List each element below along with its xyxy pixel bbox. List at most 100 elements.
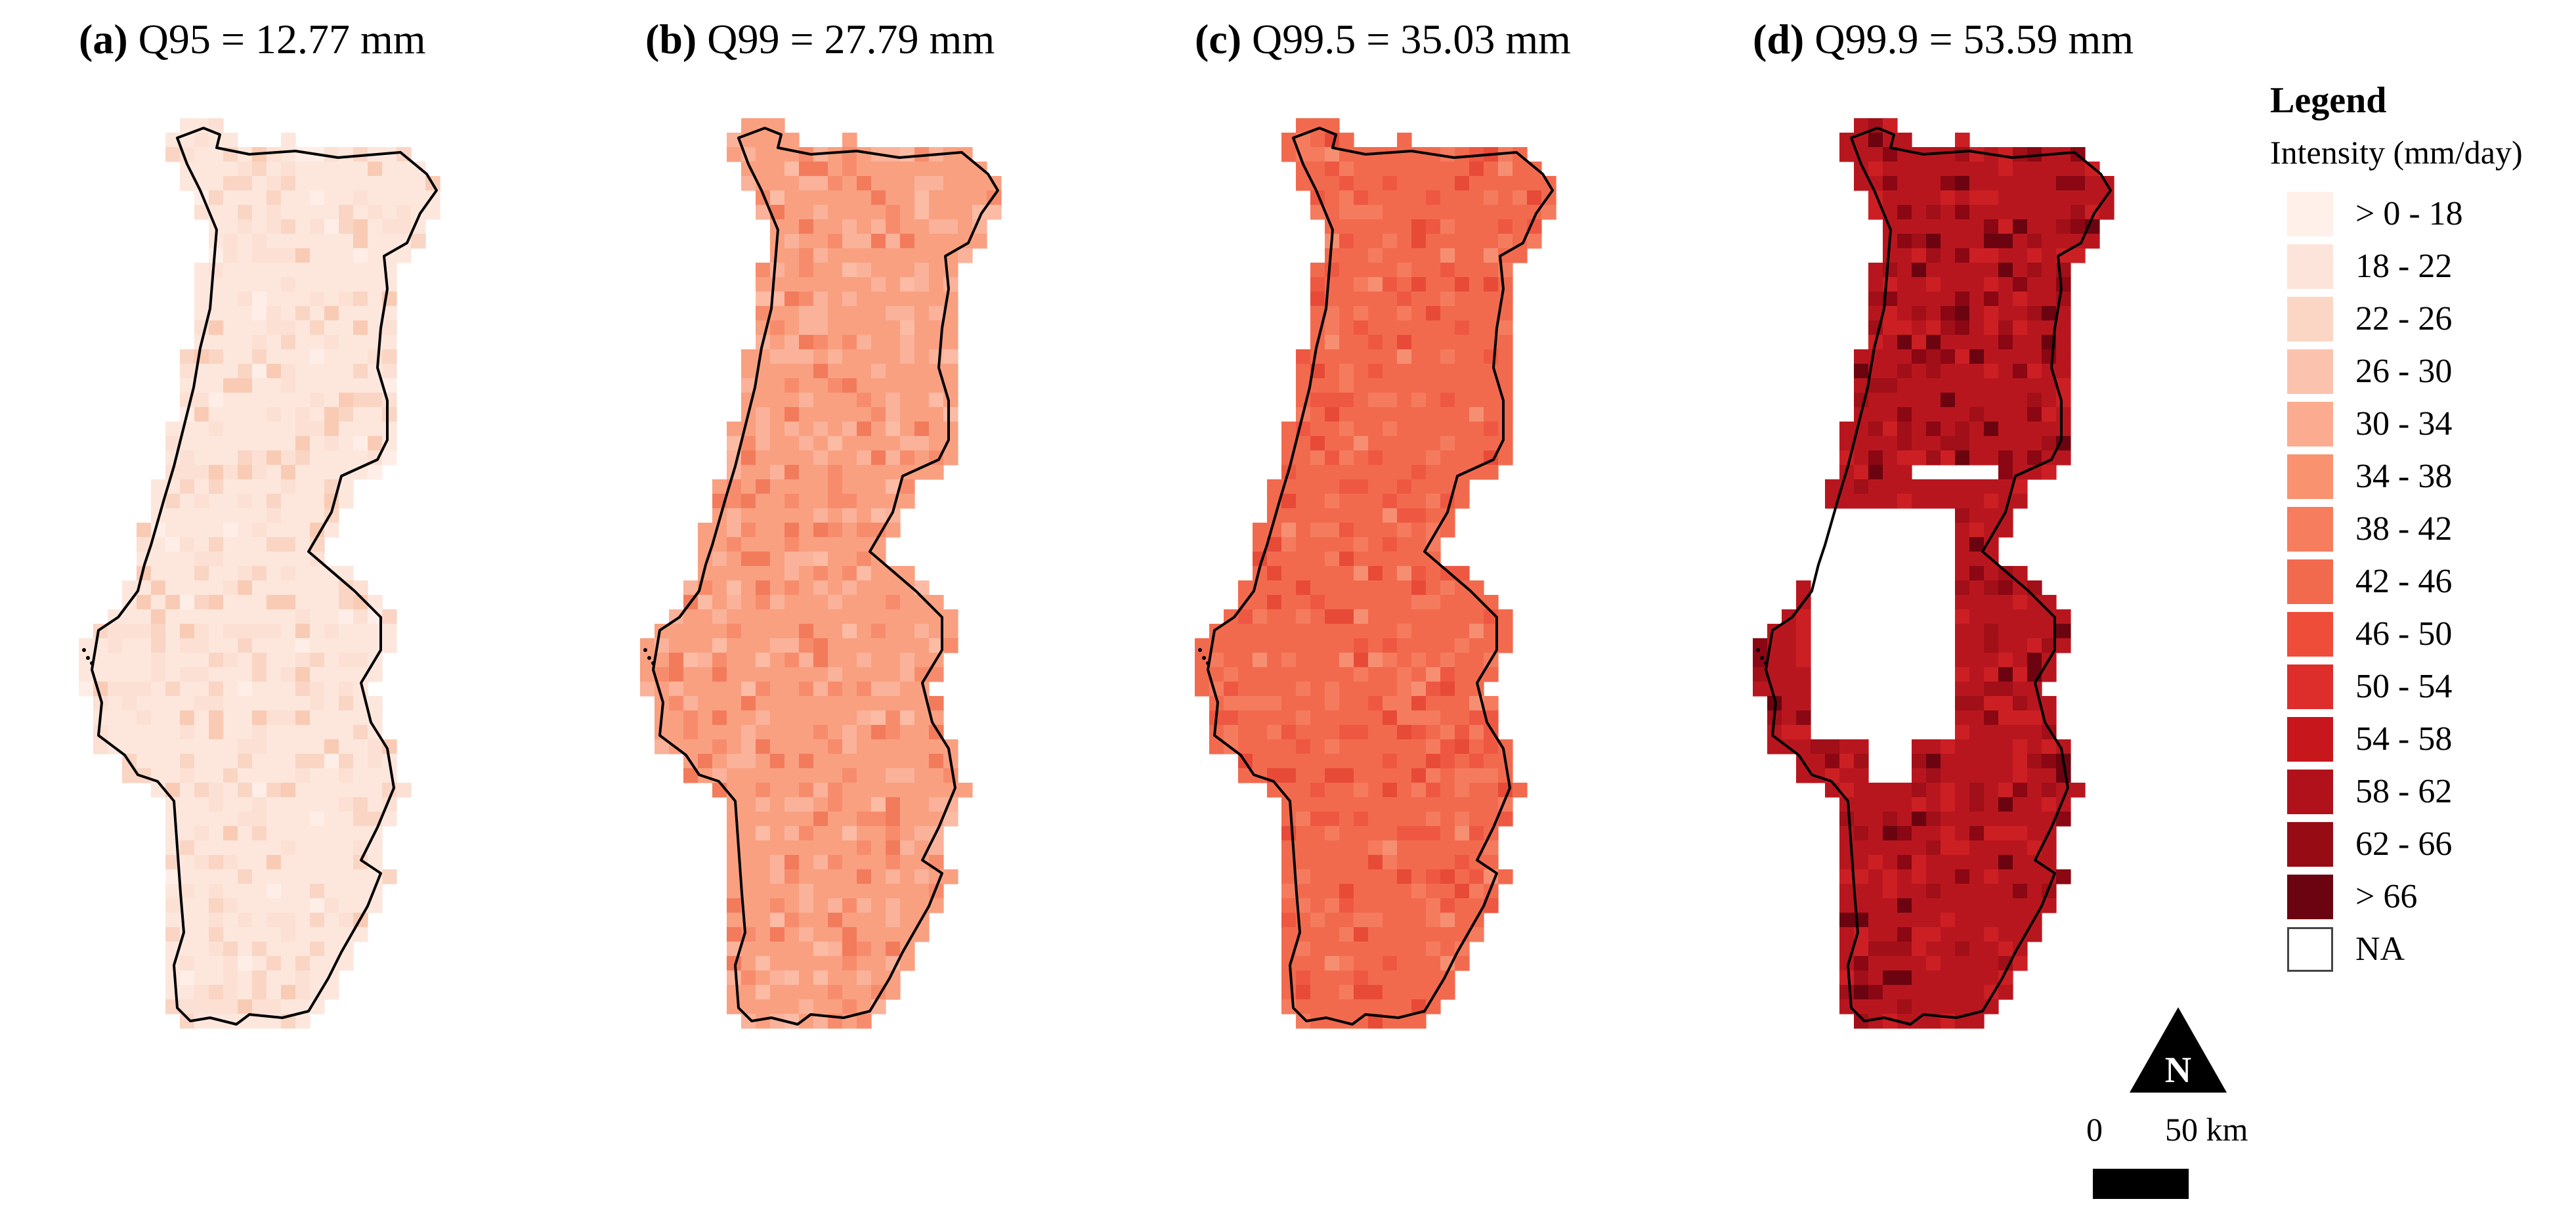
grid-cell	[1339, 768, 1354, 783]
panel-b: (b) Q99 = 27.79 mm	[640, 0, 1205, 1218]
grid-cell	[1426, 234, 1441, 249]
grid-cell	[828, 450, 843, 466]
grid-cell	[1897, 378, 1912, 393]
grid-cell	[828, 349, 843, 364]
grid-cell	[238, 1014, 253, 1029]
grid-cell	[209, 320, 224, 336]
grid-cell	[799, 768, 814, 783]
grid-cell	[1998, 927, 2013, 942]
grid-cell	[1926, 306, 1941, 321]
grid-cell	[267, 942, 282, 957]
grid-cell	[1469, 162, 1484, 177]
grid-cell	[1854, 465, 1869, 480]
grid-cell	[1969, 696, 1985, 711]
grid-cell	[1368, 523, 1383, 538]
grid-cell	[1440, 797, 1455, 812]
grid-cell	[1397, 999, 1412, 1014]
grid-cell	[1368, 913, 1383, 928]
grid-cell	[151, 479, 166, 494]
grid-cell	[1469, 624, 1484, 639]
grid-cell	[914, 335, 930, 350]
grid-cell	[1281, 710, 1297, 726]
grid-cell	[2056, 422, 2071, 437]
grid-cell	[741, 566, 756, 581]
grid-cell	[1281, 956, 1297, 971]
grid-cell	[813, 768, 828, 783]
grid-cell	[1897, 335, 1912, 350]
grid-cell	[1984, 436, 1999, 451]
grid-cell	[1383, 147, 1398, 162]
grid-cell	[1397, 869, 1412, 884]
grid-cell	[180, 985, 195, 1000]
grid-cell	[223, 190, 238, 206]
grid-cell	[209, 349, 224, 364]
grid-cell	[770, 942, 785, 957]
grid-cell	[842, 234, 857, 249]
grid-cell	[727, 653, 742, 668]
grid-cell	[1984, 349, 1999, 364]
grid-cell	[223, 537, 238, 552]
grid-cell	[1825, 739, 1840, 754]
grid-cell	[828, 595, 843, 610]
grid-cell	[1897, 407, 1912, 422]
grid-cell	[857, 754, 872, 769]
grid-cell	[397, 783, 412, 798]
grid-cell	[324, 364, 339, 379]
grid-cell	[1969, 797, 1985, 812]
grid-cell	[223, 176, 238, 191]
grid-cell	[2071, 190, 2086, 206]
grid-cell	[281, 422, 296, 437]
grid-cell	[1397, 393, 1412, 408]
grid-cell	[1854, 869, 1869, 884]
grid-cell	[1426, 710, 1441, 726]
grid-cell	[209, 667, 224, 682]
grid-cell	[1354, 653, 1369, 668]
grid-cell	[223, 884, 238, 899]
grid-cell	[799, 595, 814, 610]
grid-cell	[813, 725, 828, 740]
grid-cell	[209, 494, 224, 509]
grid-cell	[842, 840, 857, 856]
grid-cell	[353, 407, 368, 422]
grid-cell	[799, 869, 814, 884]
grid-cell	[784, 465, 800, 480]
grid-cell	[137, 725, 152, 740]
grid-cell	[1281, 147, 1297, 162]
grid-cell	[842, 436, 857, 451]
grid-cell	[886, 985, 901, 1000]
grid-cell	[295, 826, 311, 841]
grid-cell	[2056, 407, 2071, 422]
grid-cell	[943, 638, 958, 653]
grid-cell	[886, 306, 901, 321]
grid-cell	[339, 234, 354, 249]
grid-cell	[1926, 479, 1941, 494]
grid-cell	[1368, 537, 1383, 552]
grid-cell	[238, 364, 253, 379]
grid-cell	[1955, 710, 1970, 726]
grid-cell	[1368, 494, 1383, 509]
grid-cell	[1969, 595, 1985, 610]
grid-cell	[281, 970, 296, 986]
grid-cell	[857, 869, 872, 884]
grid-cell	[1998, 667, 2013, 682]
grid-cell	[727, 667, 742, 682]
grid-cell	[238, 696, 253, 711]
grid-cell	[310, 682, 325, 697]
grid-cell	[770, 855, 785, 870]
grid-cell	[828, 624, 843, 639]
grid-cell	[1195, 638, 1210, 653]
grid-cell	[310, 335, 325, 350]
grid-cell	[2013, 349, 2028, 364]
grid-cell	[1897, 422, 1912, 437]
grid-cell	[2042, 234, 2057, 249]
grid-cell	[1854, 797, 1869, 812]
grid-cell	[252, 523, 267, 538]
grid-cell	[857, 234, 872, 249]
grid-cell	[1296, 580, 1311, 596]
grid-cell	[2042, 898, 2057, 913]
grid-cell	[209, 898, 224, 913]
grid-cell	[1796, 580, 1811, 596]
grid-cell	[828, 739, 843, 754]
grid-cell	[209, 465, 224, 480]
grid-cell	[799, 523, 814, 538]
